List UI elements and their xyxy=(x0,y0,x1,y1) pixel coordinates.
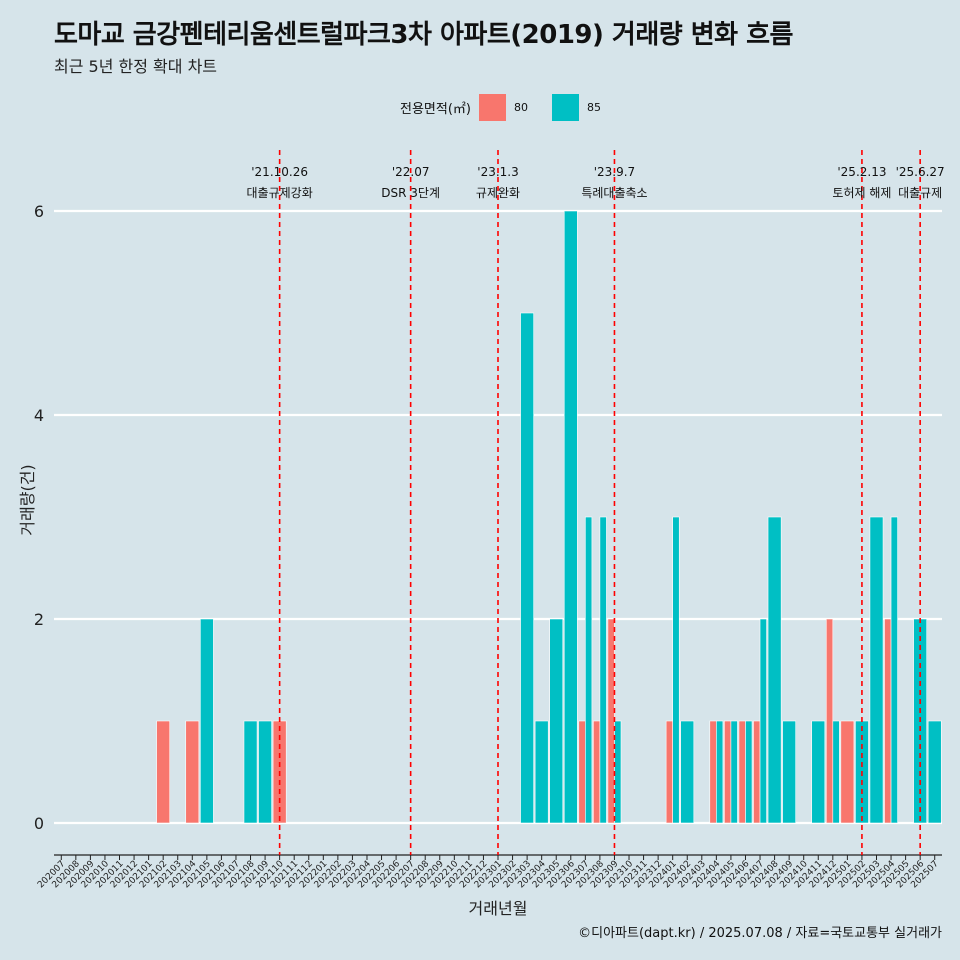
bar-85-202503 xyxy=(869,516,884,824)
legend-label-85: 85 xyxy=(586,100,601,114)
bar-85-202109 xyxy=(258,720,272,824)
bar-85-202402 xyxy=(680,720,695,824)
bar-85-202406 xyxy=(745,720,753,824)
bar-85-202408 xyxy=(767,516,782,824)
legend-label-80: 80 xyxy=(513,100,528,114)
bar-85-202105 xyxy=(200,618,214,824)
event-date-4: '25.2.13 xyxy=(837,165,886,179)
event-date-3: '23.9.7 xyxy=(594,165,635,179)
legend-swatch-85 xyxy=(551,93,579,121)
event-date-0: '21.10.26 xyxy=(251,165,308,179)
bar-80-202404 xyxy=(709,720,717,824)
bar-85-202309 xyxy=(614,720,622,824)
bar-85-202504 xyxy=(890,516,898,824)
bar-80-202104 xyxy=(185,720,200,824)
bar-80-202412 xyxy=(825,618,834,824)
bar-80-202407 xyxy=(753,720,761,824)
bar-80-202406 xyxy=(738,720,746,824)
bar-85-202305 xyxy=(549,618,564,824)
y-tick-label: 0 xyxy=(34,814,44,833)
bar-85-202307 xyxy=(585,516,593,824)
event-date-1: '22.07 xyxy=(392,165,430,179)
legend-swatch-80 xyxy=(478,93,506,121)
legend-title: 전용면적(㎡) xyxy=(400,101,471,117)
event-label-5: 대출규제 xyxy=(898,186,942,200)
x-axis-title: 거래년월 xyxy=(469,899,528,918)
event-label-0: 대출규제강화 xyxy=(247,186,313,200)
legend: 전용면적(㎡) 80 85 xyxy=(400,93,625,121)
bar-80-202309 xyxy=(607,618,615,824)
event-label-4: 토허제 해제 xyxy=(832,186,891,200)
bar-85-202411 xyxy=(811,720,826,824)
page-subtitle: 최근 5년 한정 확대 차트 xyxy=(54,57,218,76)
event-date-2: '23.1.3 xyxy=(477,165,518,179)
bar-85-202303 xyxy=(520,312,534,824)
bar-80-202501 xyxy=(840,720,855,824)
bar-85-202108 xyxy=(243,720,258,824)
bar-80-202401 xyxy=(665,720,673,824)
bar-80-202405 xyxy=(724,720,732,824)
bar-80-202307 xyxy=(578,720,586,824)
event-label-2: 규제완화 xyxy=(476,186,520,200)
event-label-1: DSR 3단계 xyxy=(381,186,440,200)
bar-85-202308 xyxy=(599,516,607,824)
y-tick-label: 6 xyxy=(34,202,44,221)
bar-80-202102 xyxy=(156,720,171,824)
y-tick-label: 2 xyxy=(34,610,44,629)
y-tick-label: 4 xyxy=(34,406,44,425)
bar-85-202405 xyxy=(730,720,738,824)
page-title: 도마교 금강펜테리움센트럴파크3차 아파트(2019) 거래량 변화 흐름 xyxy=(54,20,793,50)
bar-85-202306 xyxy=(563,210,578,824)
bar-85-202507 xyxy=(927,720,942,824)
event-date-5: '25.6.27 xyxy=(896,165,945,179)
bar-85-202407 xyxy=(759,618,767,824)
bar-80-202504 xyxy=(884,618,892,824)
source-caption: ©디아파트(dapt.kr) / 2025.07.08 / 자료=국토교통부 실… xyxy=(578,926,942,941)
bar-80-202308 xyxy=(593,720,601,824)
event-label-3: 특례대출축소 xyxy=(581,186,647,200)
bar-85-202412 xyxy=(832,720,840,824)
bar-85-202404 xyxy=(716,720,724,824)
y-axis-title: 거래량(건) xyxy=(18,464,37,535)
bar-85-202409 xyxy=(782,720,796,824)
bar-85-202401 xyxy=(672,516,680,824)
bar-85-202304 xyxy=(534,720,549,824)
